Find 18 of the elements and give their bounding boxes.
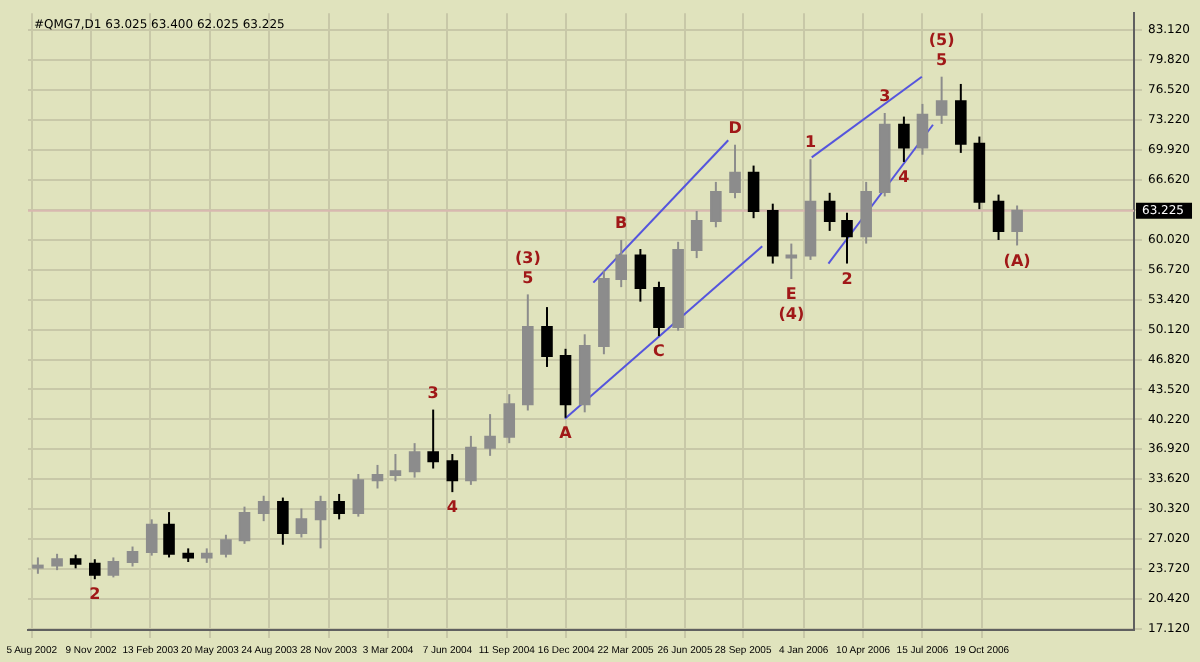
annotation: (3)	[514, 248, 541, 267]
annotation: E	[785, 285, 797, 304]
annotation: D	[728, 118, 743, 137]
annotation: (4)	[778, 305, 805, 324]
annotation: B	[615, 214, 628, 233]
annotation: C	[653, 342, 666, 361]
annotation: 1	[804, 133, 817, 152]
annotation: 3	[427, 383, 439, 402]
annotation: (5)	[928, 30, 955, 49]
annotation: 4	[446, 498, 459, 517]
annotation: A	[559, 423, 574, 442]
annotation: (A)	[1003, 251, 1031, 270]
annotation: 5	[936, 50, 949, 69]
annotation: 3	[879, 87, 891, 106]
annotation: 2	[89, 585, 101, 604]
annotation: 2	[841, 269, 853, 288]
annotation: 5	[522, 268, 535, 287]
annotation: 4	[898, 168, 911, 187]
